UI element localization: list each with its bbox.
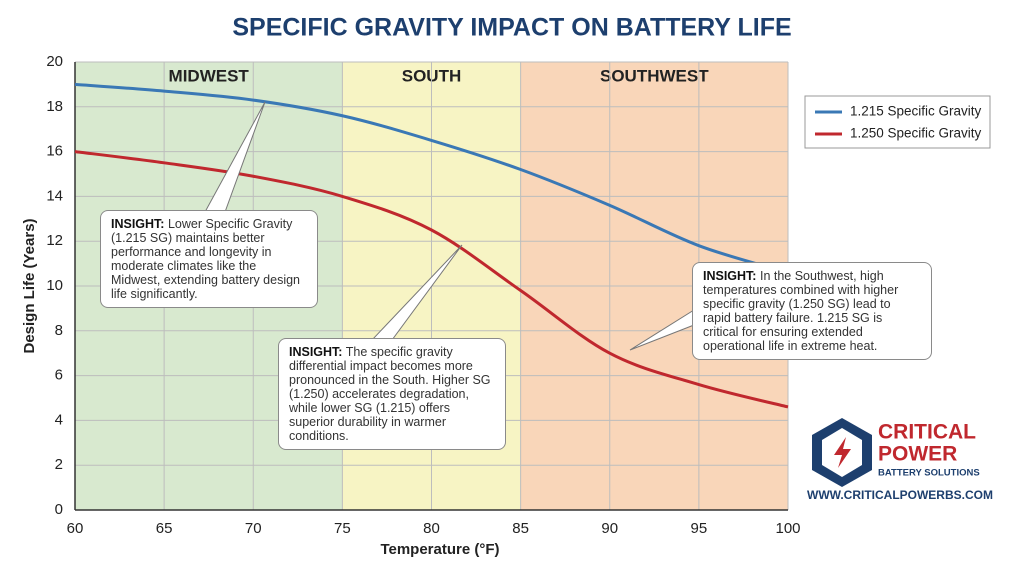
insight-box: INSIGHT: Lower Specific Gravity (1.215 S… [100,210,318,308]
y-tick-label: 6 [55,367,63,384]
y-tick-label: 14 [46,187,63,204]
x-axis-label: Temperature (°F) [380,541,499,558]
logo-url: WWW.CRITICALPOWERBS.COM [807,488,993,502]
x-tick-label: 75 [334,520,351,537]
x-tick-label: 90 [601,520,618,537]
insight-text: Lower Specific Gravity (1.215 SG) mainta… [111,217,300,301]
logo-text: POWER [878,443,957,466]
x-tick-label: 95 [691,520,708,537]
y-tick-label: 8 [55,322,63,339]
y-tick-label: 0 [55,501,63,518]
y-tick-label: 16 [46,143,63,160]
insight-box: INSIGHT: The specific gravity differenti… [278,338,506,450]
x-tick-label: 70 [245,520,262,537]
y-tick-label: 18 [46,98,63,115]
legend-box [804,95,991,149]
logo-text: CRITICAL [878,421,976,444]
series-line [74,150,789,409]
chart-title: SPECIFIC GRAVITY IMPACT ON BATTERY LIFE [232,14,791,42]
insight-label: INSIGHT: [703,269,757,283]
insight-text: In the Southwest, high temperatures comb… [703,269,899,353]
x-tick-label: 100 [775,520,800,537]
zone-label: SOUTHWEST [600,66,709,85]
y-axis-label: Design Life (Years) [21,218,38,353]
zone-label: MIDWEST [169,66,250,85]
insight-box: INSIGHT: In the Southwest, high temperat… [692,262,932,360]
insight-label: INSIGHT: [111,217,165,231]
legend-label: 1.250 Specific Gravity [850,126,982,141]
y-tick-label: 4 [55,411,63,428]
y-tick-label: 20 [46,53,63,70]
x-tick-label: 65 [156,520,173,537]
y-tick-label: 10 [46,277,63,294]
legend-label: 1.215 Specific Gravity [850,104,982,119]
logo-bolt [834,437,851,468]
series-line [74,82,789,274]
x-tick-label: 60 [67,520,84,537]
logo-text: BATTERY SOLUTIONS [878,468,980,479]
insight-text: The specific gravity differential impact… [289,345,491,443]
x-tick-label: 85 [512,520,529,537]
logo: CRITICAL POWER BATTERY SOLUTIONS WWW.CRI… [807,418,993,502]
y-tick-label: 12 [46,232,63,249]
x-tick-label: 80 [423,520,440,537]
y-tick-label: 2 [55,456,63,473]
insight-label: INSIGHT: [289,345,343,359]
